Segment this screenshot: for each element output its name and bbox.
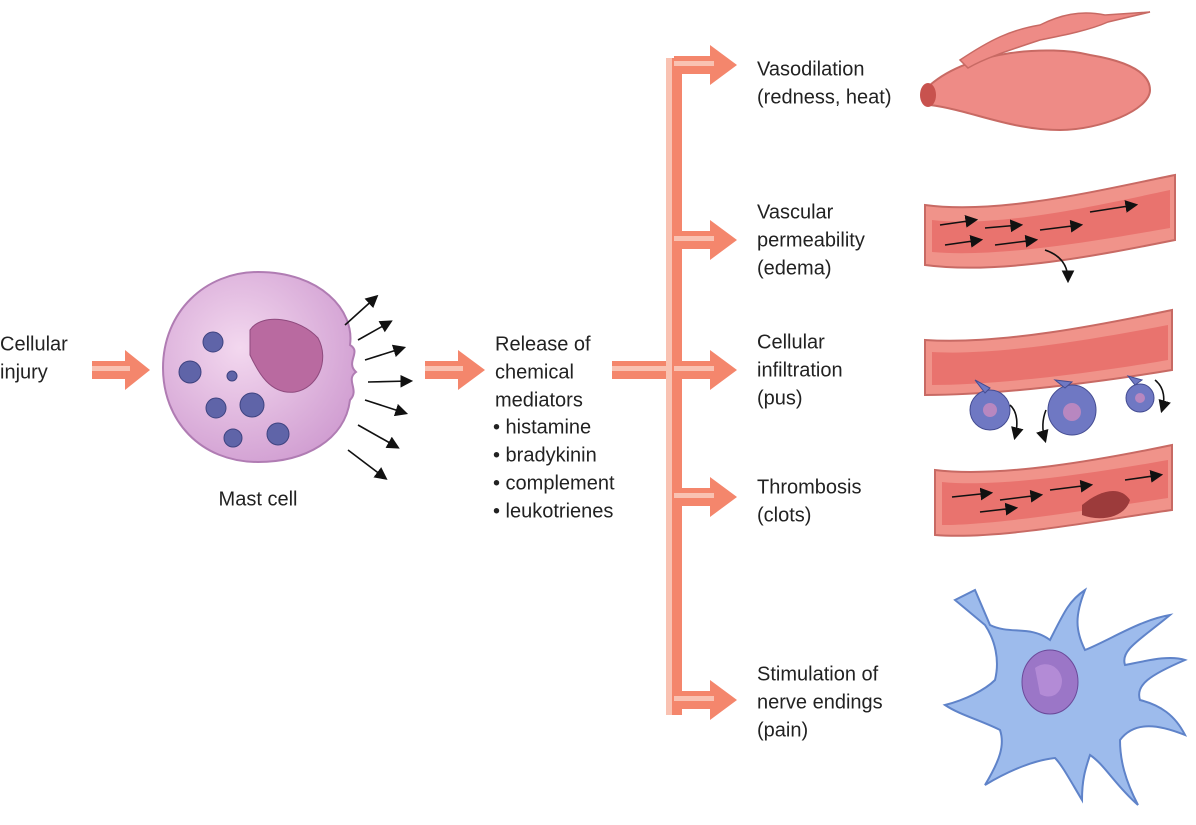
arrow-highlight	[674, 61, 714, 66]
vessel-permeability	[924, 173, 1176, 284]
arrow-head	[710, 680, 737, 720]
vessel-infiltration	[924, 308, 1173, 444]
branch-connector	[612, 58, 682, 715]
branch-arrow	[674, 350, 737, 390]
branch-arrow	[674, 680, 737, 720]
effect-label: infiltration	[757, 359, 843, 381]
mast-cell	[161, 270, 414, 480]
branch-arrow	[674, 220, 737, 260]
effect-label: permeability	[757, 229, 865, 251]
arrow-head	[710, 350, 737, 390]
nerve-ending	[942, 587, 1188, 806]
mediator-item: • histamine	[493, 416, 591, 438]
vessel-thrombosis	[934, 443, 1173, 537]
effect-label: Stimulation of	[757, 663, 879, 685]
arrow	[425, 350, 485, 390]
arrow	[92, 350, 150, 390]
arrow-head	[710, 477, 737, 517]
effect-label: Vascular	[757, 201, 834, 223]
arrow-highlight	[674, 236, 714, 241]
input-label: injury	[0, 361, 48, 383]
arrow-highlight	[674, 493, 714, 498]
branch-arrow	[674, 477, 737, 517]
effect-label: Vasodilation	[757, 58, 864, 80]
arrow-head	[710, 45, 737, 85]
mediator-item: • complement	[493, 472, 615, 494]
mediators-heading: mediators	[495, 389, 583, 411]
effect-label: nerve endings	[757, 691, 883, 713]
mediator-item: • bradykinin	[493, 444, 597, 466]
effect-label: (clots)	[757, 504, 811, 526]
vessel-vasodilation	[920, 11, 1152, 132]
cell-label: Mast cell	[219, 488, 298, 510]
arrow-highlight	[674, 366, 714, 371]
effect-label: (pus)	[757, 387, 803, 409]
effect-label: (edema)	[757, 257, 831, 279]
effect-label: Thrombosis	[757, 476, 861, 498]
mediator-item: • leukotrienes	[493, 500, 613, 522]
effect-label: (pain)	[757, 719, 808, 741]
effect-label: Cellular	[757, 331, 825, 353]
input-label: Cellular	[0, 333, 68, 355]
mediators-heading: chemical	[495, 361, 574, 383]
arrow-head	[710, 220, 737, 260]
arrow-highlight	[674, 696, 714, 701]
branch-arrow	[674, 45, 737, 85]
effect-label: (redness, heat)	[757, 86, 892, 108]
mediators-heading: Release of	[495, 333, 591, 355]
